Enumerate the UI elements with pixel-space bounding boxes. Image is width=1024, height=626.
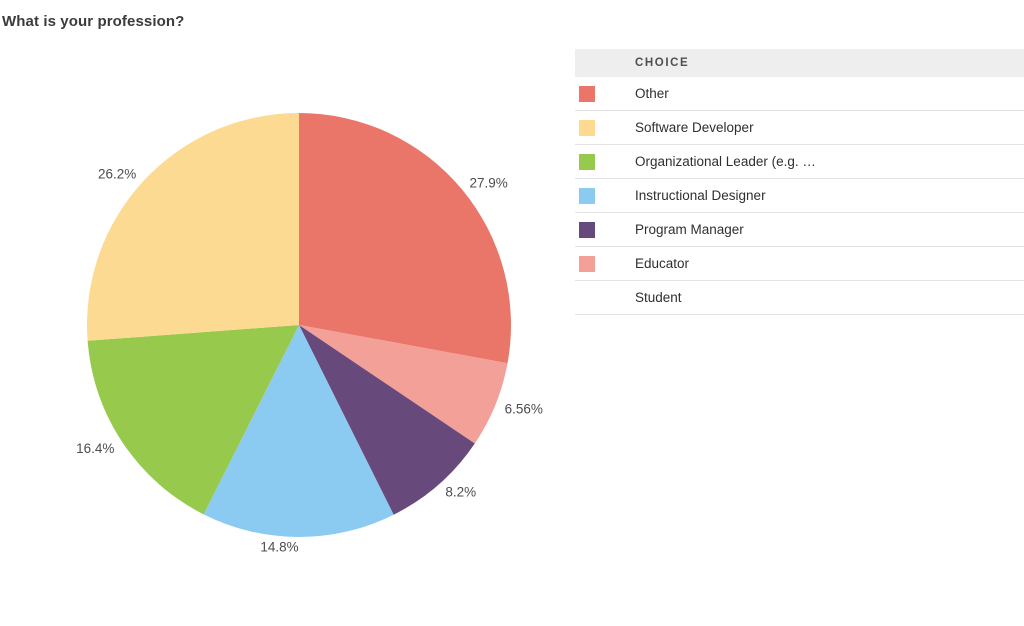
- legend-row[interactable]: Student: [575, 281, 1024, 315]
- legend-row-label: Other: [635, 86, 669, 101]
- legend-header-label: CHOICE: [635, 57, 690, 69]
- legend-row-label: Software Developer: [635, 120, 754, 135]
- legend-row-label: Program Manager: [635, 222, 744, 237]
- legend-row[interactable]: Educator: [575, 247, 1024, 281]
- page-title: What is your profession?: [2, 13, 185, 30]
- pie-slice-label: 14.8%: [260, 540, 298, 555]
- legend-row[interactable]: Program Manager: [575, 213, 1024, 247]
- pie-slice[interactable]: [299, 325, 508, 444]
- pie-slice-label: 16.4%: [76, 441, 114, 456]
- legend-row[interactable]: Other: [575, 77, 1024, 111]
- legend-row-label: Organizational Leader (e.g. …: [635, 154, 816, 169]
- pie-slice[interactable]: [299, 325, 475, 515]
- pie-chart: 27.9% 6.56% 8.2% 14.8% 16.4% 26.2%: [76, 113, 543, 555]
- legend-color-swatch: [579, 119, 595, 136]
- legend-color-swatch: [579, 85, 595, 102]
- legend-color-swatch: [579, 255, 595, 272]
- pie-slice-label: 26.2%: [98, 167, 136, 182]
- pie-slice[interactable]: [203, 325, 394, 537]
- pie-slice-label: 27.9%: [470, 176, 508, 191]
- legend-color-swatch: [579, 221, 595, 238]
- pie-slice[interactable]: [87, 113, 299, 341]
- legend-row[interactable]: Instructional Designer: [575, 179, 1024, 213]
- legend-table: CHOICE Other Software Developer Organizati…: [575, 49, 1024, 315]
- legend-color-swatch: [579, 187, 595, 204]
- pie-slice-label: 6.56%: [505, 402, 543, 417]
- legend-row[interactable]: Software Developer: [575, 111, 1024, 145]
- legend-header-row: CHOICE: [575, 49, 1024, 77]
- legend-row-label: Instructional Designer: [635, 188, 766, 203]
- legend-row[interactable]: Organizational Leader (e.g. …: [575, 145, 1024, 179]
- legend-row-label: Educator: [635, 256, 690, 271]
- legend-color-swatch: [579, 290, 595, 306]
- legend-rows: Other Software Developer Organizational Le…: [575, 77, 1024, 315]
- pie-slice[interactable]: [87, 325, 299, 515]
- legend-color-swatch: [579, 153, 595, 170]
- legend-row-label: Student: [635, 290, 682, 305]
- pie-slice[interactable]: [299, 113, 511, 364]
- pie-slice-label: 8.2%: [445, 485, 476, 500]
